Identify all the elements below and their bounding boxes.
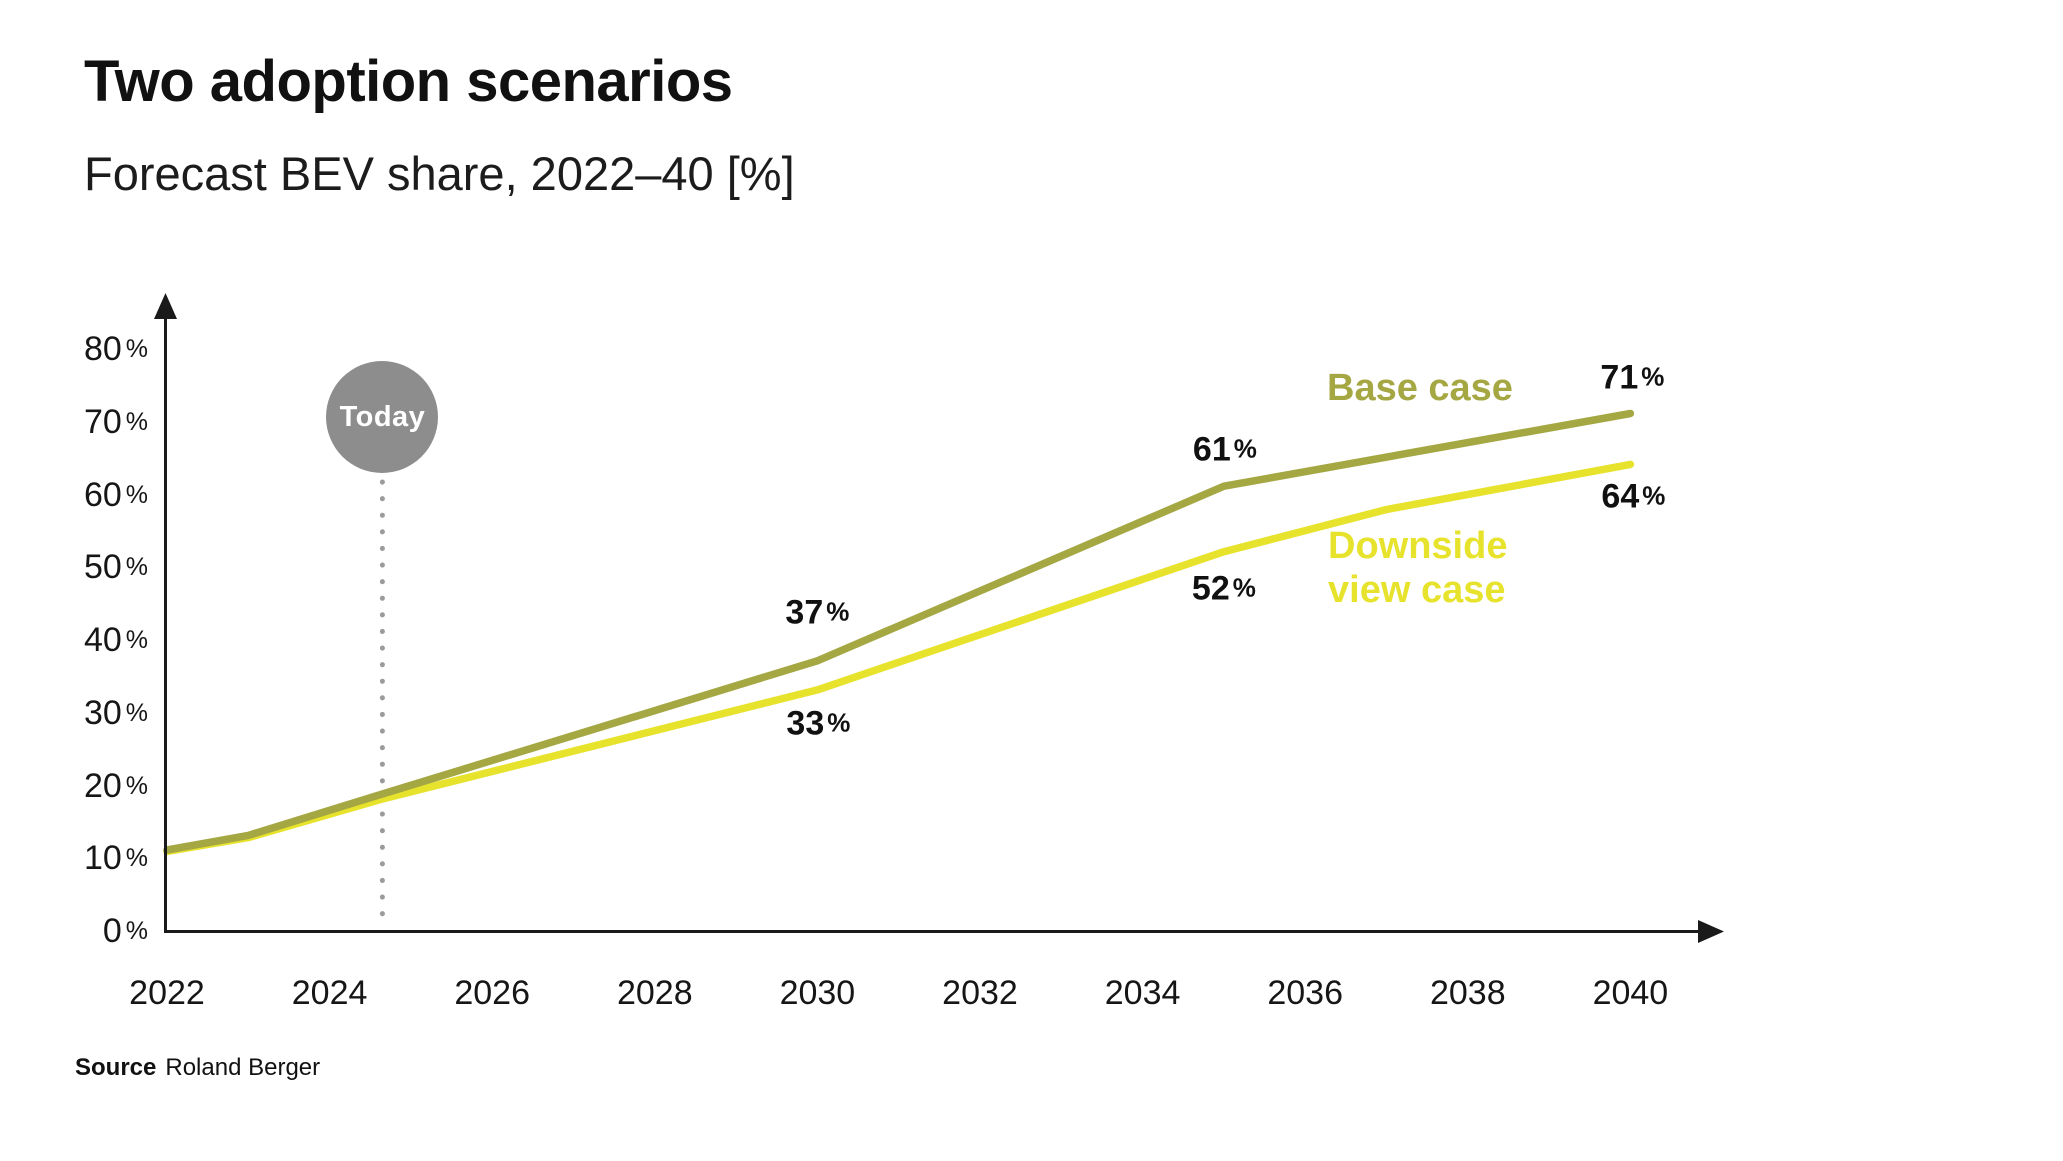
data-label-downside-2035: 52% (1191, 569, 1256, 608)
source-note: Source Roland Berger (75, 1054, 320, 1082)
y-tick-label: 60% (83, 475, 148, 514)
page-subtitle: Forecast BEV share, 2022–40 [%] (84, 147, 795, 200)
y-tick-label: 70% (83, 402, 148, 441)
legend-downside-view-case: Downside view case (1328, 525, 1508, 612)
x-tick-label: 2026 (454, 974, 530, 1012)
x-tick-label: 2034 (1104, 974, 1181, 1012)
data-label-base-2030: 37% (785, 593, 850, 632)
x-tick-label: 2022 (129, 974, 205, 1012)
source-text: Roland Berger (165, 1054, 321, 1081)
series-line-base-case (163, 409, 1635, 854)
x-tick-label: 2028 (616, 974, 693, 1012)
legend-base-case: Base case (1327, 367, 1513, 409)
y-tick-label: 0% (102, 912, 148, 950)
x-tick-label: 2040 (1592, 974, 1669, 1012)
y-tick-label: 30% (83, 693, 148, 732)
y-tick-label: 10% (83, 839, 148, 878)
y-tick-label: 80% (83, 330, 148, 368)
x-tick-label: 2032 (942, 974, 1018, 1012)
page-title: Two adoption scenarios (84, 49, 733, 114)
data-label-base-2035: 61% (1192, 430, 1257, 469)
x-tick-label: 2024 (291, 974, 368, 1012)
data-label-downside-2040: 64% (1601, 477, 1666, 516)
x-tick-label: 2036 (1267, 974, 1343, 1012)
y-axis-arrow-icon (154, 293, 177, 319)
y-tick-label: 50% (83, 548, 148, 587)
x-tick-label: 2030 (779, 974, 856, 1012)
y-tick-label: 20% (83, 766, 148, 805)
x-axis-arrow-icon (1698, 920, 1724, 943)
today-marker: Today (326, 361, 439, 473)
x-tick-label: 2038 (1429, 974, 1506, 1012)
source-label: Source (75, 1054, 157, 1081)
data-label-downside-2030: 33% (786, 704, 851, 743)
series-lines (163, 409, 1635, 856)
today-marker-label: Today (339, 400, 426, 433)
data-label-base-2040: 71% (1600, 358, 1665, 397)
y-tick-label: 40% (83, 621, 148, 659)
